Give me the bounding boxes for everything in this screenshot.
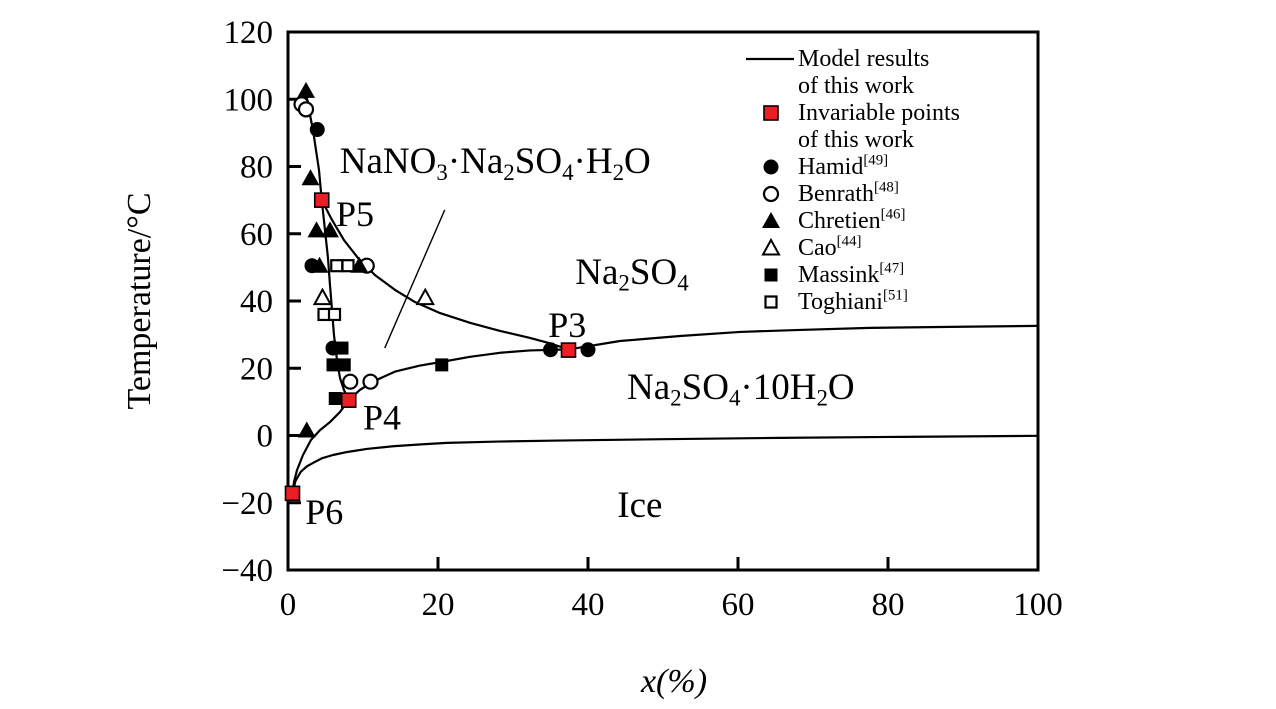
region-leader-line bbox=[384, 209, 446, 349]
benrath-point bbox=[342, 373, 359, 390]
hamid-point bbox=[543, 342, 558, 358]
point-label-p3: P3 bbox=[548, 305, 586, 345]
legend-entry-label: Toghiani[51] bbox=[798, 287, 908, 315]
region-label-na2so4-10h2o: Na2SO4·10H2O bbox=[627, 367, 855, 411]
region-label-nano3-na2so4-h2o: NaNO3·Na2SO4·H2O bbox=[340, 141, 651, 185]
chretien-point bbox=[307, 221, 326, 238]
y-tick-label: −20 bbox=[221, 486, 273, 522]
toghiani-point bbox=[341, 259, 355, 273]
region-label-ice: Ice bbox=[617, 485, 662, 526]
legend-entry-label: Cao[44] bbox=[798, 233, 861, 261]
x-tick-label: 100 bbox=[1013, 587, 1063, 623]
x-tick-label: 60 bbox=[722, 587, 755, 623]
x-tick-label: 40 bbox=[572, 587, 605, 623]
legend-entry-label: Chretien[46] bbox=[798, 206, 905, 234]
y-tick-label: −40 bbox=[221, 553, 273, 589]
massink-point bbox=[435, 358, 449, 372]
massink-point bbox=[328, 392, 342, 406]
model-curve-p3-right-na2so4-solubility bbox=[568, 324, 1039, 351]
invariable-point-p5 bbox=[313, 192, 330, 208]
chretien-point bbox=[297, 421, 316, 438]
y-tick-label: 60 bbox=[240, 217, 273, 253]
y-tick-label: 0 bbox=[257, 419, 274, 455]
toghiani-point bbox=[317, 307, 331, 322]
cao-point bbox=[415, 287, 435, 306]
legend-entry-label: of this work bbox=[798, 127, 914, 153]
invariable-point-p3 bbox=[560, 342, 577, 358]
chretien-point bbox=[301, 169, 320, 186]
y-tick-label: 120 bbox=[224, 15, 274, 51]
chretien-point bbox=[310, 256, 329, 273]
legend-marker-filled-square bbox=[764, 268, 778, 282]
model-curve-p4-p3-mirabilite-solubility bbox=[348, 348, 569, 402]
y-tick-label: 40 bbox=[240, 284, 273, 320]
invariable-point-p4 bbox=[340, 392, 357, 408]
chretien-point bbox=[321, 221, 339, 238]
point-label-p6: P6 bbox=[305, 492, 343, 532]
legend-marker-open-square bbox=[764, 295, 778, 309]
y-tick-label: 100 bbox=[224, 82, 274, 118]
model-curve-p5-p3-boundary bbox=[320, 199, 569, 351]
point-label-p5: P5 bbox=[336, 194, 374, 234]
invariable-point-p6 bbox=[284, 485, 301, 502]
legend-marker-open-circle bbox=[762, 185, 780, 203]
x-tick-label: 80 bbox=[872, 587, 905, 623]
massink-point bbox=[326, 358, 340, 372]
cao-point bbox=[312, 287, 333, 306]
legend-marker-red-square bbox=[763, 105, 779, 121]
chretien-point bbox=[350, 256, 369, 273]
y-tick-label: 80 bbox=[240, 150, 273, 186]
massink-point bbox=[337, 358, 351, 372]
benrath-point bbox=[362, 373, 379, 390]
legend-entry-label: Hamid[49] bbox=[798, 152, 888, 180]
legend-marker-open-triangle bbox=[761, 237, 781, 256]
region-label-na2so4: Na2SO4 bbox=[575, 252, 689, 296]
y-axis-title: Temperature/°C bbox=[121, 192, 158, 409]
legend-entry-label: Benrath[48] bbox=[798, 179, 899, 207]
toghiani-point bbox=[327, 307, 342, 322]
legend-entry-label: Model results bbox=[798, 46, 929, 72]
toghiani-point bbox=[330, 259, 344, 273]
hamid-point bbox=[309, 122, 325, 138]
legend-entry-label: Invariable points bbox=[798, 100, 960, 126]
model-curve-ice-line bbox=[291, 434, 1039, 494]
legend-entry-label: of this work bbox=[798, 73, 914, 99]
benrath-point bbox=[297, 101, 315, 118]
x-tick-label: 0 bbox=[280, 587, 297, 623]
point-label-p4: P4 bbox=[363, 398, 401, 438]
legend-marker-filled-circle bbox=[763, 159, 779, 175]
legend-marker-filled-triangle bbox=[762, 212, 780, 228]
legend-entry-label: Massink[47] bbox=[798, 260, 904, 288]
hamid-point bbox=[580, 342, 596, 358]
x-tick-label: 20 bbox=[422, 587, 455, 623]
x-axis-title: x(%) bbox=[640, 663, 707, 700]
massink-point bbox=[335, 341, 349, 355]
y-tick-label: 20 bbox=[240, 351, 273, 387]
chretien-point bbox=[297, 81, 315, 98]
